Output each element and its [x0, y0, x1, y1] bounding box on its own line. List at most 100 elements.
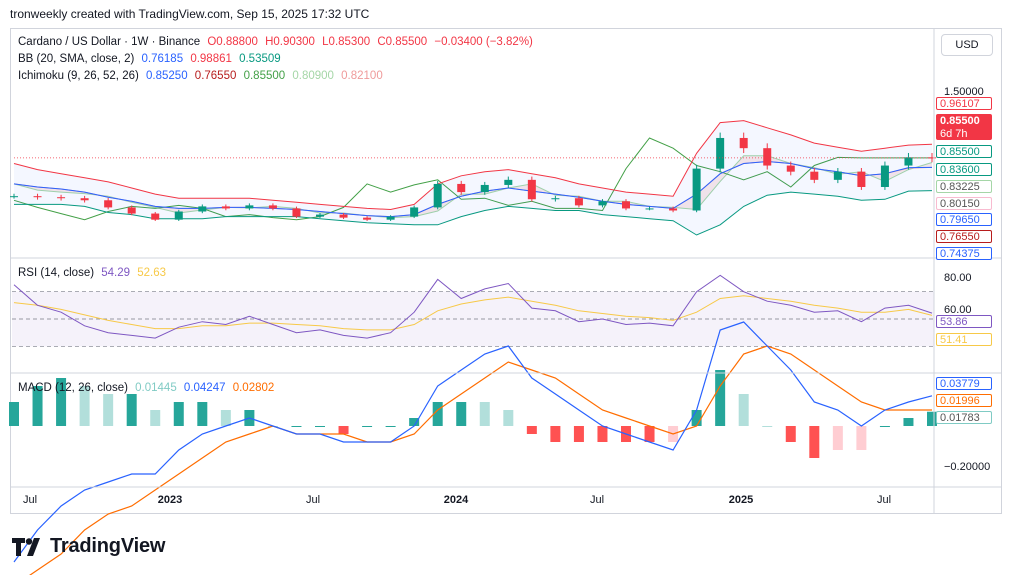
- bb-upper: 0.98861: [190, 53, 232, 65]
- candle-body: [33, 196, 42, 198]
- candle-body: [574, 198, 583, 206]
- legend-high: H0.90300: [265, 36, 315, 48]
- macd-histogram-bar: [197, 402, 208, 426]
- macd-histogram-bar: [432, 402, 443, 426]
- ichimoku-legend[interactable]: Ichimoku (9, 26, 52, 26) 0.85250 0.76550…: [18, 70, 387, 82]
- macd-histogram-bar: [644, 426, 655, 442]
- candle-body: [457, 183, 466, 193]
- candle-body: [880, 165, 889, 187]
- candle-body: [810, 171, 819, 180]
- time-axis-label: Jul: [876, 494, 892, 506]
- macd-histogram-bar: [550, 426, 561, 442]
- macd-signal-line: [29, 345, 932, 575]
- price-axis-tag: 0.76550: [936, 230, 992, 243]
- brand-text: TradingView: [50, 535, 166, 557]
- tradingview-logo[interactable]: TradingView: [12, 535, 165, 558]
- macd-histogram-bar: [362, 426, 373, 427]
- price-axis-tag-value: 0.85500: [940, 115, 980, 127]
- candle-body: [174, 211, 183, 220]
- macd-histogram-bar: [150, 410, 161, 426]
- rsi-level-60: 60.00: [944, 304, 972, 316]
- candle-body: [645, 208, 654, 210]
- macd-signal-value: 0.02802: [232, 382, 275, 394]
- price-axis-tag: 0.79650: [936, 213, 992, 226]
- macd-histogram-bar: [315, 426, 325, 427]
- candle-body: [363, 217, 372, 220]
- macd-histogram-bar: [879, 426, 890, 427]
- candle-body: [410, 207, 419, 217]
- macd-pane: [9, 321, 937, 575]
- bb-legend[interactable]: BB (20, SMA, close, 2) 0.76185 0.98861 0…: [18, 53, 285, 65]
- macd-histogram-bar: [409, 418, 420, 426]
- candle-body: [527, 179, 536, 200]
- ichimoku-lagging: 0.85500: [243, 70, 286, 82]
- time-axis-label: 2023: [157, 494, 183, 506]
- price-label-top: 1.50000: [944, 86, 984, 98]
- currency-button[interactable]: USD: [941, 34, 993, 56]
- macd-legend[interactable]: MACD (12, 26, close) 0.01445 0.04247 0.0…: [18, 382, 278, 394]
- bb-basis: 0.76185: [141, 53, 184, 65]
- candle-body: [622, 201, 630, 209]
- macd-histogram-bar: [691, 410, 702, 426]
- macd-histogram-bar: [32, 386, 43, 426]
- candle-body: [763, 148, 772, 166]
- macd-histogram-bar: [832, 426, 843, 450]
- macd-histogram-bar: [9, 402, 19, 426]
- ichimoku-base: 0.76550: [194, 70, 237, 82]
- candle-body: [268, 205, 277, 209]
- candle-body: [292, 208, 301, 217]
- macd-histogram-bar: [291, 426, 302, 427]
- candle-body: [904, 157, 913, 166]
- chart-header: tronweekly created with TradingView.com,…: [10, 7, 370, 21]
- main-legend[interactable]: Cardano / US Dollar · 1W · Binance O0.88…: [18, 36, 537, 48]
- macd-label: MACD (12, 26, close): [18, 382, 128, 394]
- chart-frame: [10, 28, 1002, 514]
- rsi-level-80: 80.00: [944, 272, 972, 284]
- price-axis-tag: 0.80150: [936, 197, 992, 210]
- bb-lower: 0.53509: [239, 53, 281, 65]
- candle-body: [433, 183, 442, 208]
- price-axis-tag: 0.85500: [936, 145, 992, 158]
- rsi-legend[interactable]: RSI (14, close) 54.29 52.63: [18, 267, 170, 279]
- candle-body: [151, 213, 160, 220]
- macd-histogram-bar: [126, 394, 137, 426]
- macd-histogram-bar: [56, 378, 67, 426]
- candle-body: [504, 179, 513, 185]
- ichimoku-lead2: 0.82100: [341, 70, 383, 82]
- rsi-axis-tag: 53.86: [936, 315, 992, 328]
- macd-histogram-bar: [503, 410, 514, 426]
- macd-histogram-bar: [456, 402, 467, 426]
- macd-axis-tag: 0.01783: [936, 411, 992, 424]
- rsi-pane: [12, 274, 934, 347]
- macd-histogram-bar: [385, 426, 396, 427]
- macd-histogram-bar: [856, 426, 867, 450]
- candle-body: [57, 197, 66, 199]
- candle-body: [221, 206, 230, 209]
- rsi-ma-line: [13, 295, 933, 331]
- candle-body: [10, 196, 18, 198]
- macd-histogram-bar: [715, 370, 726, 426]
- candle-body: [386, 216, 395, 220]
- time-axis-label: Jul: [22, 494, 38, 506]
- legend-low: L0.85300: [322, 36, 371, 48]
- bb-lower-line: [14, 190, 933, 236]
- macd-histogram-bar: [220, 410, 231, 426]
- macd-histogram-bar: [738, 394, 749, 426]
- price-candles: [10, 132, 936, 221]
- time-axis-label: Jul: [589, 494, 605, 506]
- candle-body: [245, 205, 254, 209]
- legend-open: O0.88800: [207, 36, 258, 48]
- macd-histogram-bar: [762, 426, 773, 427]
- price-axis-tag: 0.96107: [936, 97, 992, 110]
- macd-axis-tag: 0.03779: [936, 377, 992, 390]
- macd-hist-value: 0.01445: [135, 382, 177, 394]
- price-axis-tag: 0.85500 6d 7h: [936, 114, 992, 140]
- rsi-value: 54.29: [101, 267, 131, 279]
- macd-line: [13, 321, 933, 563]
- rsi-label: RSI (14, close): [18, 267, 95, 279]
- bb-basis-line: [13, 160, 933, 218]
- candle-body: [857, 171, 866, 187]
- macd-line-value: 0.04247: [183, 382, 226, 394]
- macd-histogram-bar: [103, 394, 114, 426]
